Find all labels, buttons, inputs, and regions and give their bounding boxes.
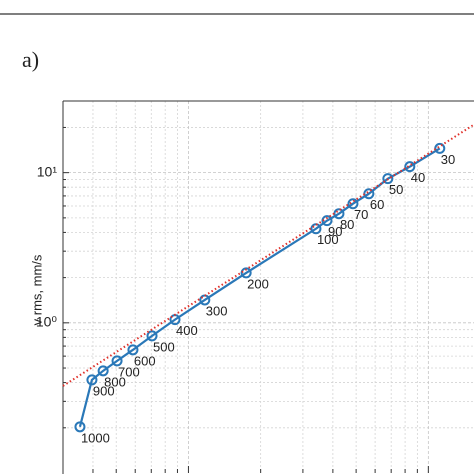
- point-label: 50: [389, 182, 403, 197]
- y-tick-label: 10¹: [37, 163, 58, 179]
- point-label: 40: [411, 170, 425, 185]
- data-point: [74, 421, 86, 433]
- point-label: 500: [153, 339, 175, 354]
- data-point: [111, 355, 123, 367]
- data-line: [78, 147, 441, 428]
- data-point: [434, 142, 446, 154]
- point-label: 900: [93, 383, 115, 398]
- point-label: 70: [354, 207, 368, 222]
- data-point: [240, 267, 252, 279]
- data-point: [321, 215, 333, 227]
- point-label: 60: [370, 197, 384, 212]
- data-point: [382, 173, 394, 185]
- y-axis-label: v rms, mm/s: [29, 254, 44, 325]
- y-tick-label: 10⁰: [36, 314, 58, 330]
- data-point: [86, 374, 98, 386]
- data-point: [146, 330, 158, 342]
- data-point: [404, 161, 416, 173]
- panel-label: a): [22, 47, 39, 72]
- point-label: 100: [317, 232, 339, 247]
- data-point: [97, 365, 109, 377]
- point-label: 80: [340, 217, 354, 232]
- point-label: 300: [206, 303, 228, 318]
- point-label: 600: [134, 353, 156, 368]
- point-label: 90: [328, 224, 342, 239]
- data-point: [347, 198, 359, 210]
- point-label: 30: [441, 152, 455, 167]
- point-label: 200: [247, 276, 269, 291]
- point-label: 700: [118, 364, 140, 379]
- trend-line: [62, 123, 474, 387]
- point-label: 400: [176, 323, 198, 338]
- point-label: 1000: [81, 430, 110, 445]
- data-point: [127, 344, 139, 356]
- point-label: 800: [104, 374, 126, 389]
